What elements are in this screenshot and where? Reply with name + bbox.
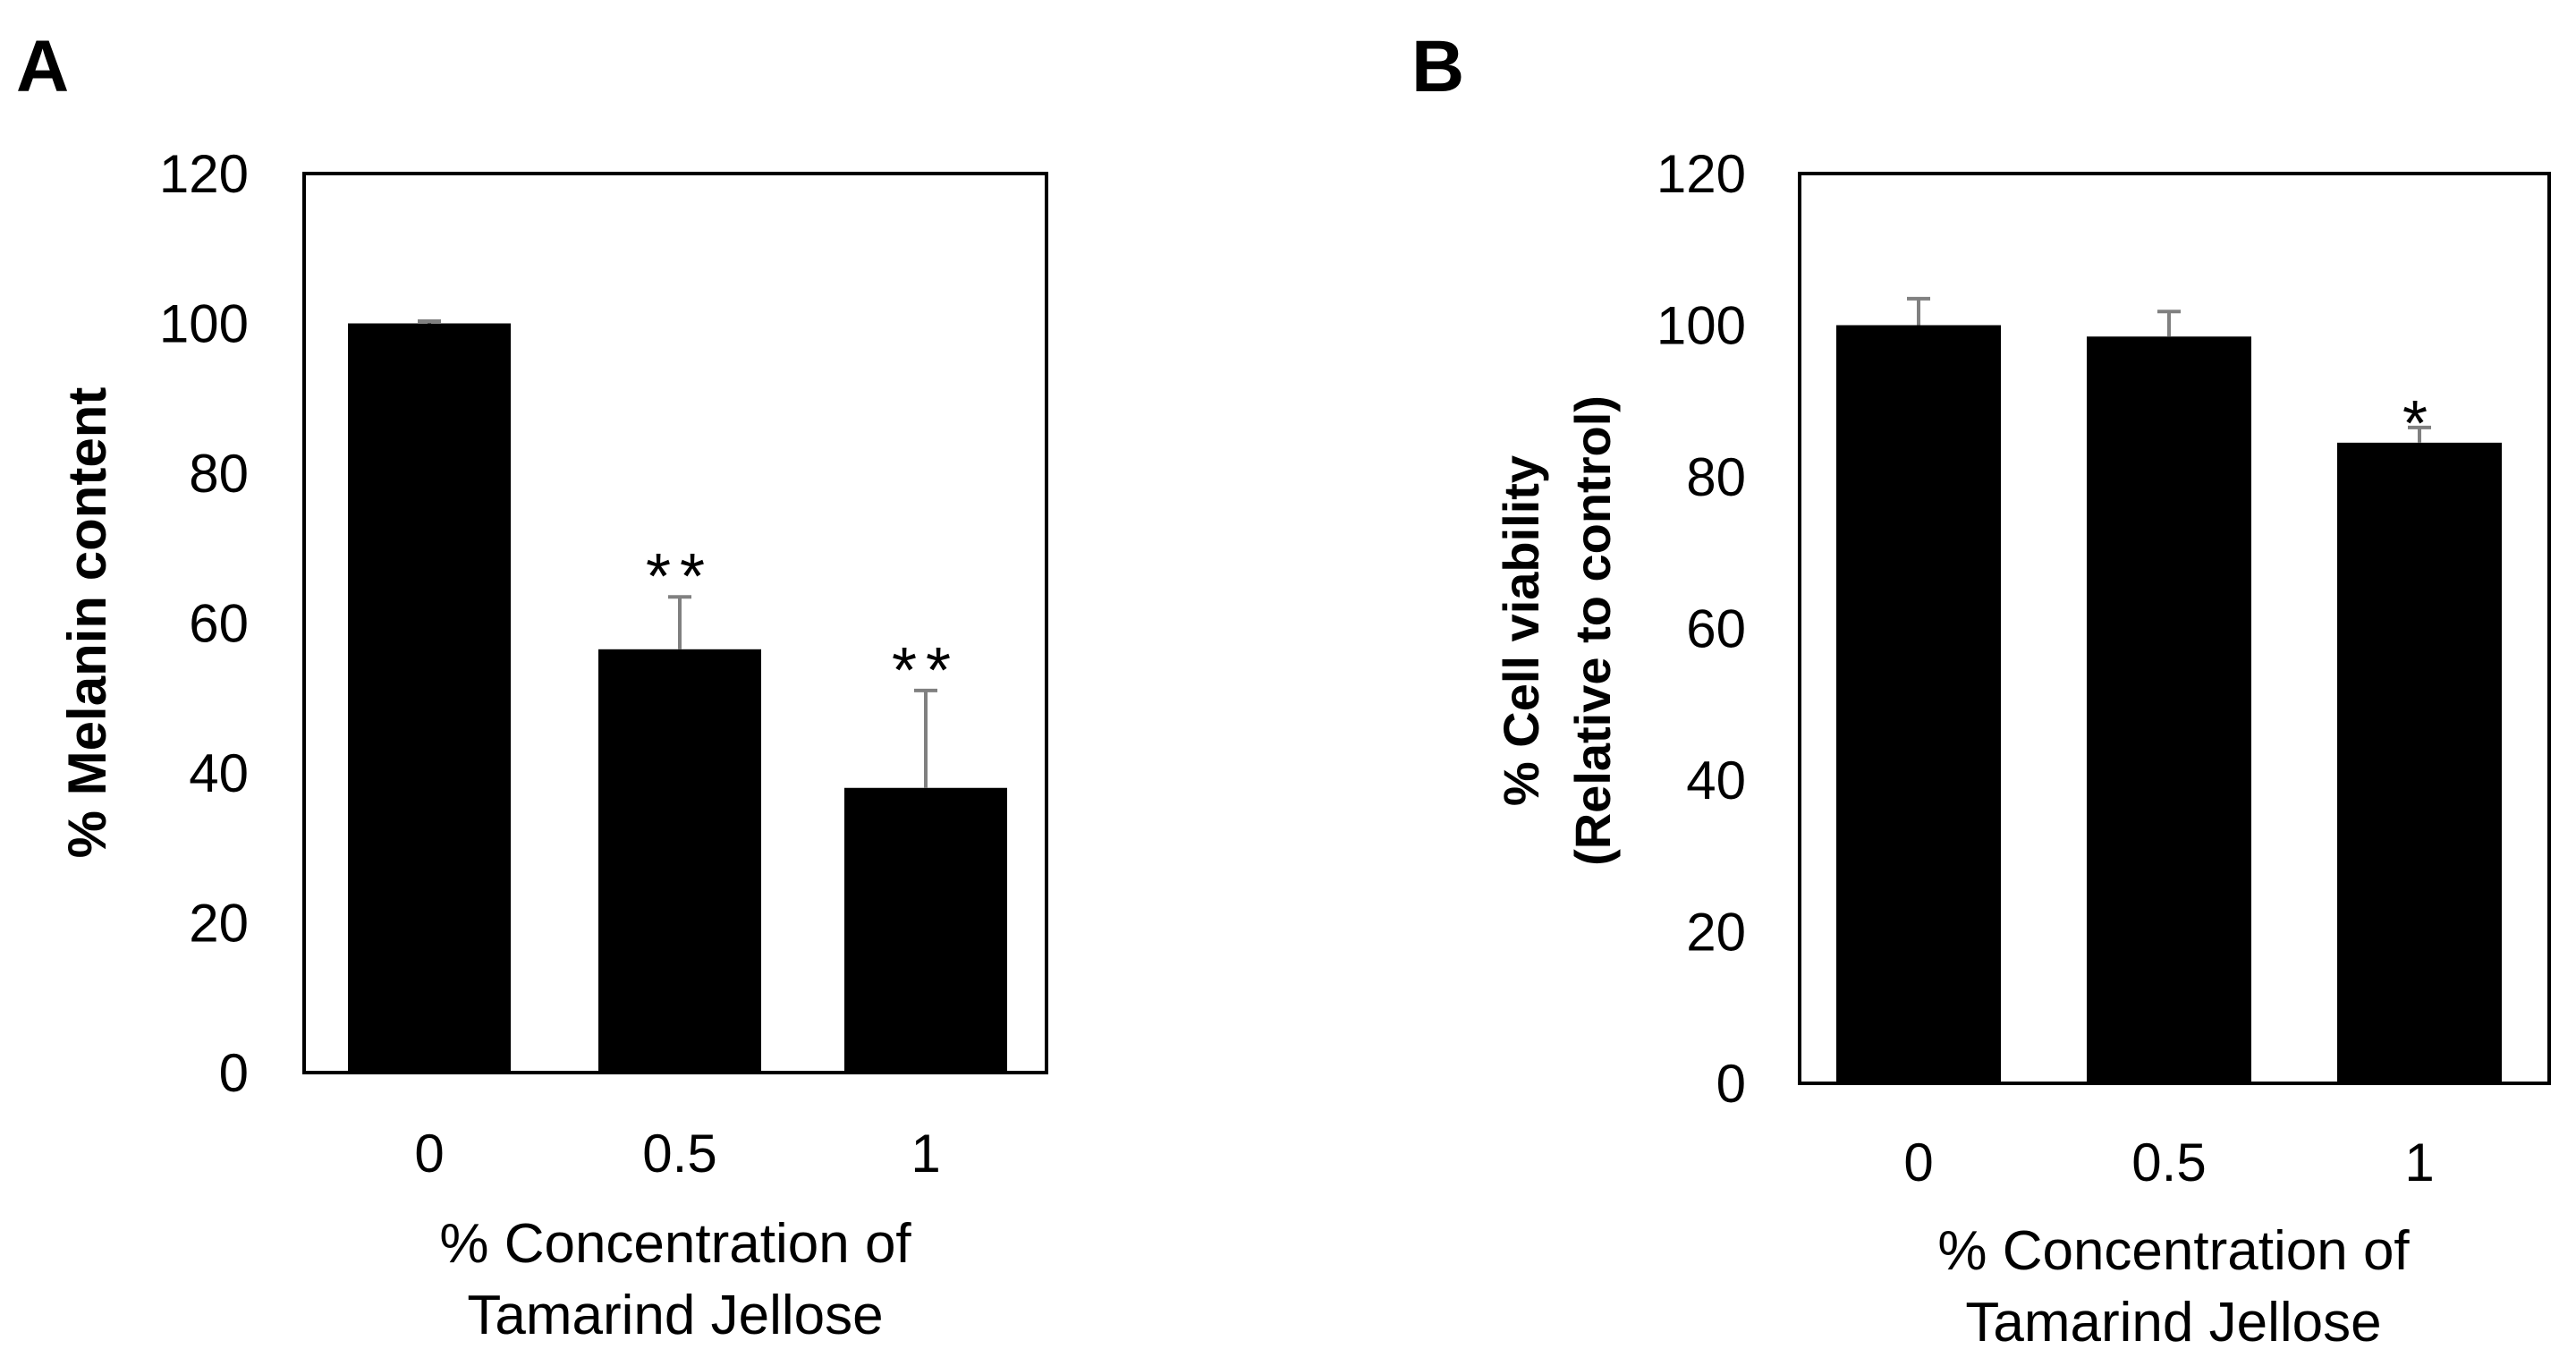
panel-a-y-tick-label: 60 <box>189 594 249 654</box>
panel-b-y-tick-label: 80 <box>1686 447 1746 507</box>
panel-b-x-tick-label-2: 1 <box>2404 1133 2434 1192</box>
panel-a-y-tick-label: 20 <box>189 894 249 954</box>
panel-a: A ** ** 0 20 40 60 80 100 120 0 0.5 1 % Melanin co… <box>16 26 1048 1346</box>
panel-b-y-tick-label: 20 <box>1686 903 1746 963</box>
panel-b-y-axis-label-line2: (Relative to control) <box>1564 395 1621 866</box>
panel-b-plot-frame <box>1798 172 2551 1085</box>
panel-b-significance-2: * <box>2402 388 2436 460</box>
panel-b-bar-0 <box>1836 325 2001 1083</box>
panel-a-bar-0 <box>348 323 511 1073</box>
panel-b-x-tick-label-1: 0.5 <box>2131 1133 2206 1192</box>
panel-a-y-tick-label: 40 <box>189 743 249 803</box>
panel-a-x-axis-label-line1: % Concentration of <box>439 1213 911 1275</box>
panel-a-label: A <box>16 26 69 107</box>
panel-a-bar-2 <box>844 787 1007 1073</box>
panel-a-plot-frame <box>302 172 1048 1074</box>
panel-a-x-tick-label-0: 0 <box>414 1124 444 1184</box>
panel-b-bar-2 <box>2337 442 2502 1083</box>
panel-b-y-tick-label: 120 <box>1657 144 1746 204</box>
panel-a-y-tick-label: 100 <box>159 294 249 354</box>
panel-a-y-tick-label: 80 <box>189 444 249 504</box>
panel-b-y-tick-label: 60 <box>1686 599 1746 659</box>
panel-a-x-axis-label-line2: Tamarind Jellose <box>467 1285 883 1346</box>
panel-a-y-tick-label: 120 <box>159 144 249 204</box>
panel-b-y-tick-label: 40 <box>1686 751 1746 810</box>
panel-b-label: B <box>1411 26 1464 107</box>
panel-b-y-tick-label: 100 <box>1657 296 1746 356</box>
panel-a-significance-1: ** <box>646 541 714 613</box>
panel-a-x-tick-label-2: 1 <box>911 1124 940 1184</box>
panel-b-x-tick-label-0: 0 <box>1903 1133 1933 1192</box>
panel-a-significance-2: ** <box>892 635 960 707</box>
panel-a-bar-1 <box>598 649 761 1073</box>
panel-a-y-axis-label: % Melanin content <box>57 387 117 859</box>
panel-a-x-tick-label-1: 0.5 <box>642 1124 716 1184</box>
panel-b: B * 0 20 40 60 80 100 120 0 0.5 1 % Cell viabilit… <box>1411 26 2551 1353</box>
panel-a-y-tick-label: 0 <box>219 1043 249 1103</box>
panel-b-x-axis-label-line1: % Concentration of <box>1937 1220 2410 1282</box>
panel-b-bar-1 <box>2087 336 2251 1083</box>
panel-b-y-axis-label-line1: % Cell viability <box>1493 455 1549 806</box>
panel-b-y-tick-label: 0 <box>1716 1054 1746 1114</box>
panel-b-x-axis-label-line2: Tamarind Jellose <box>1965 1292 2381 1353</box>
